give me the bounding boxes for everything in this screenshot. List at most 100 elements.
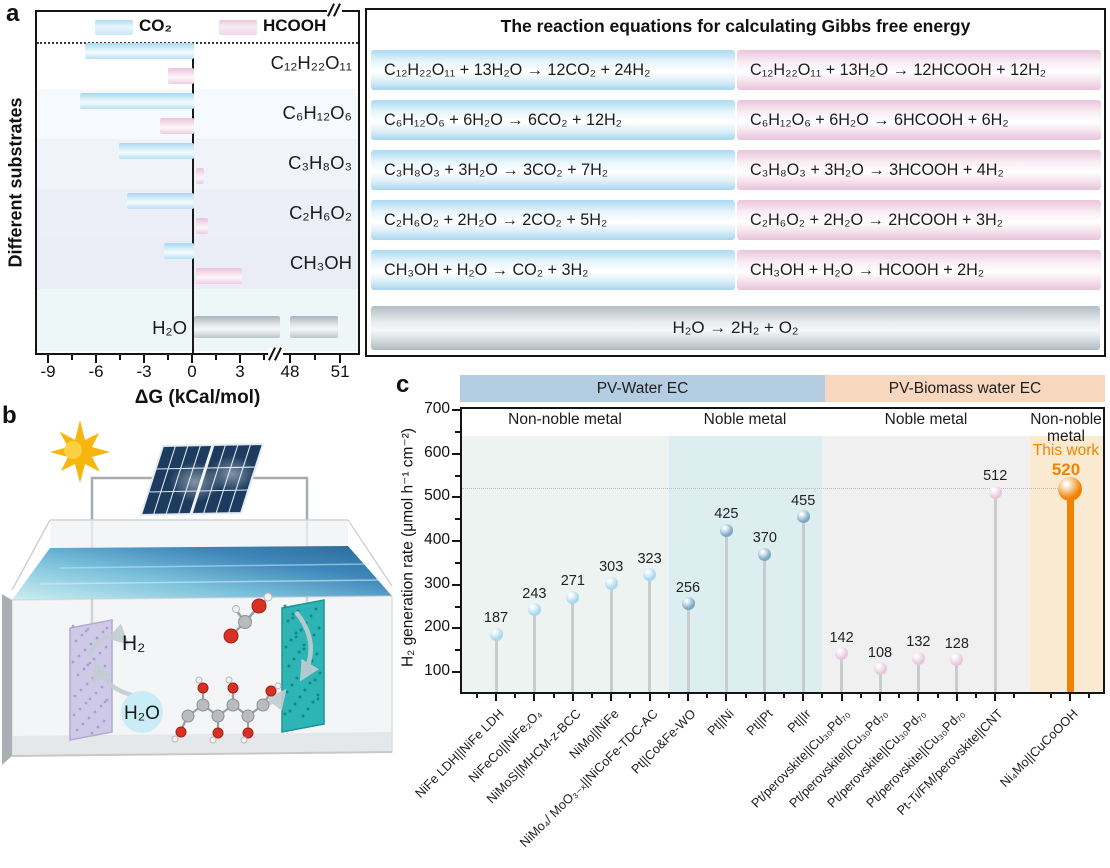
x-minor-tick	[71, 355, 73, 360]
x-tick-label: -9	[40, 362, 56, 381]
x-minor-tick	[514, 694, 517, 698]
value-label: 132	[906, 634, 931, 651]
substrate-label: CH₃OH	[289, 252, 352, 273]
x-minor-tick	[1013, 694, 1016, 698]
x-minor-tick	[1088, 694, 1090, 698]
value-label: 512	[983, 468, 1008, 485]
lollipop-marker	[1058, 476, 1082, 501]
equation-water-splitting: H₂O → 2H₂ + O₂	[371, 306, 1100, 350]
value-label: 425	[714, 506, 739, 523]
value-label: 271	[560, 573, 585, 590]
legend-separator	[37, 42, 358, 44]
axis-break-mark	[268, 347, 283, 361]
this-work-label: This work	[1032, 442, 1100, 459]
h2o-label-bubble: H₂O	[121, 691, 163, 733]
lollipop-y-axis-title: H₂ generation rate (μmol h⁻¹ cm⁻²)	[399, 428, 417, 667]
solar-panel	[139, 442, 265, 517]
gibbs-y-axis-title: Different substrates	[5, 97, 26, 268]
legend-label-co2: CO₂	[139, 16, 173, 35]
value-label: 187	[483, 610, 509, 627]
group-region	[669, 436, 822, 692]
x-minor-tick	[591, 694, 593, 698]
equation-co2: C₁₂H₂₂O₁₁ + 13H₂O → 12CO₂ + 24H₂	[371, 50, 735, 90]
y-tick	[452, 583, 460, 586]
substrate-label: C₃H₈O₃	[288, 152, 352, 173]
molecule-glucose	[171, 676, 282, 744]
lollipop-marker	[681, 597, 695, 611]
x-minor-tick	[667, 694, 670, 698]
gibbs-bar-chart: CO₂ HCOOH C₁₂H₂₂O₁₁ C₆H₁₂O₆ C₃H₈O₃ C₂H₆O₂ CH₃O…	[35, 3, 360, 420]
lollipop-stem	[609, 583, 613, 692]
substrate-label: C₂H₆O₂	[289, 202, 352, 223]
lollipop-stem	[916, 658, 920, 692]
x-minor-tick	[898, 694, 901, 698]
lollipop-stem	[1066, 488, 1074, 692]
x-tick-label: -3	[136, 362, 152, 381]
lollipop-stem	[763, 554, 767, 692]
substrate-label: H₂O	[152, 317, 187, 338]
y-tick-label: 700	[424, 400, 450, 417]
lollipop-marker	[489, 627, 503, 641]
reaction-equation-table: The reaction equations for calculating G…	[365, 8, 1106, 357]
y-minor-tick	[455, 518, 460, 521]
lollipop-stem	[648, 574, 652, 692]
reference-line	[462, 487, 1070, 489]
lollipop-marker	[643, 568, 657, 582]
x-minor-tick	[821, 694, 824, 698]
x-tick	[495, 694, 497, 701]
equation-hcooh: C₂H₆O₂ + 2H₂O → 2HCOOH + 3H₂	[737, 200, 1101, 240]
group-label: Noble metal	[703, 411, 787, 428]
value-label: 256	[675, 579, 701, 596]
h2-label: H₂	[122, 632, 145, 655]
y-minor-tick	[455, 430, 460, 433]
x-tick	[648, 694, 651, 701]
lollipop-stem	[955, 659, 959, 692]
lollipop-stem	[993, 492, 997, 692]
sun-icon	[50, 420, 110, 483]
legend-swatch-co2	[95, 20, 133, 35]
x-minor-tick	[215, 355, 217, 360]
lollipop-stem	[840, 653, 844, 692]
y-tick	[452, 627, 460, 630]
tank-front-wall	[11, 595, 393, 757]
lollipop-stem	[724, 530, 728, 692]
bar-hcooh	[196, 168, 204, 184]
x-tick	[879, 694, 881, 701]
y-minor-tick	[455, 561, 460, 564]
equation-hcooh: C₁₂H₂₂O₁₁ + 13H₂O → 12HCOOH + 12H₂	[737, 50, 1101, 90]
lollipop-marker	[566, 590, 580, 604]
lollipop-marker	[604, 576, 618, 590]
electrolysis-tank	[2, 519, 393, 765]
bar-hcooh	[196, 268, 242, 284]
x-tick	[955, 694, 958, 701]
y-tick-label: 300	[424, 574, 450, 592]
panel-a-label: a	[6, 0, 20, 27]
group-label: Non-noble metal	[1030, 411, 1102, 445]
electrolyzer-illustration: H₂ H₂O	[2, 420, 393, 765]
category-band: PV-Water EC	[460, 375, 825, 402]
y-minor-tick	[455, 649, 460, 652]
y-tick-label: 100	[424, 662, 450, 680]
x-tick	[191, 355, 193, 363]
x-minor-tick	[783, 694, 785, 698]
x-tick-label: 48	[280, 362, 300, 381]
lollipop-marker	[835, 647, 849, 661]
x-minor-tick	[314, 355, 316, 360]
x-tick	[687, 694, 689, 701]
bar-co2	[80, 93, 194, 109]
bar-co2	[118, 143, 194, 159]
bar-co2	[126, 193, 194, 209]
lollipop-stem	[532, 609, 536, 692]
category-band: PV-Biomass water EC	[825, 375, 1105, 402]
value-label: 128	[944, 635, 969, 652]
y-minor-tick	[455, 605, 460, 608]
x-tick	[289, 355, 291, 363]
h2-rate-lollipop-chart: H₂ generation rate (μmol h⁻¹ cm⁻²) PV-Wa…	[390, 370, 1110, 868]
x-tick	[994, 694, 997, 701]
lollipop-marker	[758, 547, 772, 561]
x-minor-tick	[936, 694, 939, 698]
x-tick	[763, 694, 766, 701]
y-tick-label: 400	[424, 531, 450, 548]
equation-co2: C₃H₈O₃ + 3H₂O → 3CO₂ + 7H₂	[371, 150, 735, 190]
